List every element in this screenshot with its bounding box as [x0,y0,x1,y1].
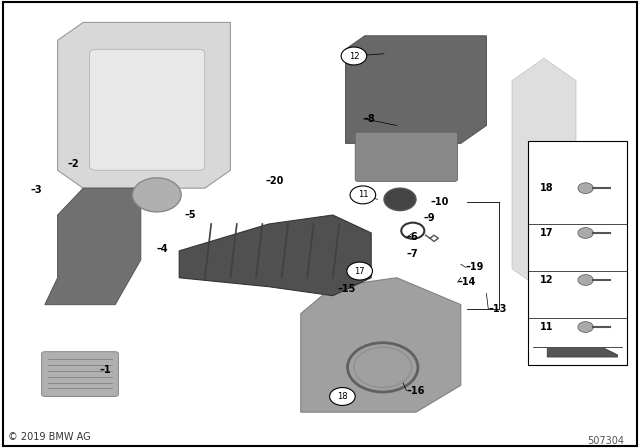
Polygon shape [547,349,618,357]
Text: –16: –16 [406,386,425,396]
Polygon shape [179,215,371,296]
Text: 17: 17 [355,267,365,276]
Circle shape [578,275,593,285]
Circle shape [578,228,593,238]
Text: –20: –20 [266,176,284,185]
Text: –1: –1 [99,365,111,375]
Circle shape [384,188,416,211]
Text: © 2019 BMW AG: © 2019 BMW AG [8,432,90,442]
Text: 507304: 507304 [587,436,624,446]
Text: 18: 18 [540,183,553,193]
Text: –15: –15 [337,284,356,294]
Circle shape [341,47,367,65]
FancyBboxPatch shape [42,352,118,396]
Text: –2: –2 [67,159,79,168]
Text: 11: 11 [358,190,368,199]
Polygon shape [512,58,576,291]
Text: –7: –7 [406,250,418,259]
Text: –4: –4 [157,244,168,254]
FancyBboxPatch shape [90,49,205,170]
Text: –9: –9 [424,213,435,223]
Circle shape [578,183,593,194]
Circle shape [578,322,593,332]
Text: –19: –19 [466,263,484,272]
Circle shape [132,178,181,212]
Polygon shape [45,188,141,305]
Text: 12: 12 [349,52,359,60]
Circle shape [330,388,355,405]
FancyBboxPatch shape [355,132,458,181]
Text: 11: 11 [540,322,553,332]
Text: –5: –5 [184,210,196,220]
Text: –8: –8 [364,114,375,124]
Polygon shape [346,36,486,143]
Text: –10: –10 [431,198,449,207]
FancyBboxPatch shape [528,141,627,365]
Circle shape [350,186,376,204]
Text: 12: 12 [540,275,553,285]
Polygon shape [58,22,230,188]
Circle shape [347,262,372,280]
Text: 18: 18 [337,392,348,401]
Polygon shape [301,278,461,412]
Text: –3: –3 [31,185,42,195]
Text: –13: –13 [488,304,507,314]
Text: –14: –14 [458,277,476,287]
Text: 17: 17 [540,228,553,238]
Text: –6: –6 [406,233,418,242]
